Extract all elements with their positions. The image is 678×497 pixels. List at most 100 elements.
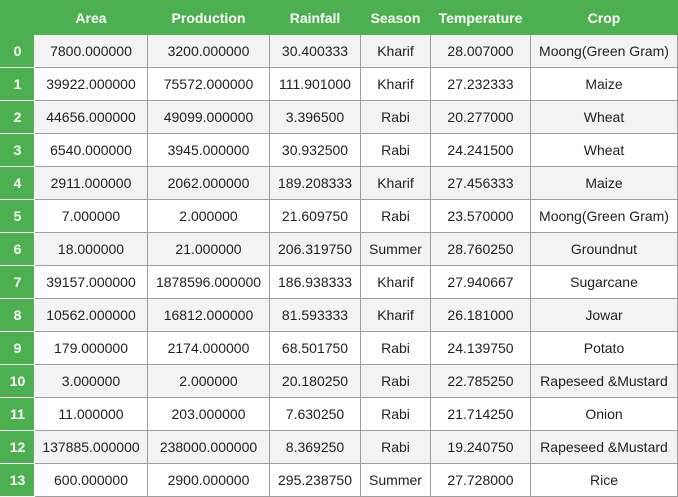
cell-crop: Rice xyxy=(530,463,678,497)
cell-area: 10562.000000 xyxy=(34,298,148,332)
cell-crop: Onion xyxy=(530,397,678,431)
cell-production: 203.000000 xyxy=(147,397,270,431)
header-area: Area xyxy=(34,0,148,35)
cell-rainfall: 30.400333 xyxy=(269,34,361,68)
header-rainfall: Rainfall xyxy=(269,0,361,35)
cell-crop: Groundnut xyxy=(530,232,678,266)
cell-production: 2174.000000 xyxy=(147,331,270,365)
cell-season: Summer xyxy=(360,463,431,497)
table-row: 9 179.000000 2174.000000 68.501750 Rabi 24.13… xyxy=(0,331,678,365)
cell-rainfall: 3.396500 xyxy=(269,100,361,134)
cell-temperature: 22.785250 xyxy=(430,364,531,398)
cell-production: 49099.000000 xyxy=(147,100,270,134)
cell-area: 179.000000 xyxy=(34,331,148,365)
table-header: Area Production Rainfall Season Temperat… xyxy=(0,0,678,35)
cell-area: 137885.000000 xyxy=(34,430,148,464)
cell-rainfall: 189.208333 xyxy=(269,166,361,200)
cell-rainfall: 68.501750 xyxy=(269,331,361,365)
row-index: 7 xyxy=(0,265,35,299)
cell-rainfall: 20.180250 xyxy=(269,364,361,398)
header-temperature: Temperature xyxy=(430,0,531,35)
cell-rainfall: 81.593333 xyxy=(269,298,361,332)
cell-area: 18.000000 xyxy=(34,232,148,266)
cell-temperature: 24.139750 xyxy=(430,331,531,365)
cell-area: 600.000000 xyxy=(34,463,148,497)
cell-season: Summer xyxy=(360,232,431,266)
table-body: 0 7800.000000 3200.000000 30.400333 Kharif 28… xyxy=(0,34,678,497)
cell-production: 75572.000000 xyxy=(147,67,270,101)
header-crop: Crop xyxy=(530,0,678,35)
cell-rainfall: 111.901000 xyxy=(269,67,361,101)
cell-crop: Wheat xyxy=(530,133,678,167)
cell-season: Rabi xyxy=(360,133,431,167)
table-row: 3 6540.000000 3945.000000 30.932500 Rabi 24.2… xyxy=(0,133,678,167)
row-index: 1 xyxy=(0,67,35,101)
cell-area: 44656.000000 xyxy=(34,100,148,134)
header-season: Season xyxy=(360,0,431,35)
cell-temperature: 21.714250 xyxy=(430,397,531,431)
cell-rainfall: 21.609750 xyxy=(269,199,361,233)
table-row: 11 11.000000 203.000000 7.630250 Rabi 21.7142… xyxy=(0,397,678,431)
cell-area: 39157.000000 xyxy=(34,265,148,299)
cell-area: 11.000000 xyxy=(34,397,148,431)
table-row: 1 39922.000000 75572.000000 111.901000 Khari… xyxy=(0,67,678,101)
cell-crop: Moong(Green Gram) xyxy=(530,34,678,68)
cell-production: 2.000000 xyxy=(147,364,270,398)
cell-production: 2.000000 xyxy=(147,199,270,233)
row-index: 11 xyxy=(0,397,35,431)
cell-temperature: 19.240750 xyxy=(430,430,531,464)
cell-crop: Rapeseed &Mustard xyxy=(530,364,678,398)
cell-temperature: 28.007000 xyxy=(430,34,531,68)
cell-crop: Sugarcane xyxy=(530,265,678,299)
table-row: 2 44656.000000 49099.000000 3.396500 Rabi 20.… xyxy=(0,100,678,134)
cell-season: Kharif xyxy=(360,265,431,299)
cell-season: Rabi xyxy=(360,397,431,431)
cell-temperature: 27.232333 xyxy=(430,67,531,101)
table-row: 8 10562.000000 16812.000000 81.593333 Kharif… xyxy=(0,298,678,332)
cell-crop: Rapeseed &Mustard xyxy=(530,430,678,464)
row-index: 6 xyxy=(0,232,35,266)
cell-crop: Jowar xyxy=(530,298,678,332)
cell-season: Kharif xyxy=(360,67,431,101)
row-index: 13 xyxy=(0,463,35,497)
cell-season: Kharif xyxy=(360,298,431,332)
table-row: 5 7.000000 2.000000 21.609750 Rabi 23.570000 M… xyxy=(0,199,678,233)
header-row: Area Production Rainfall Season Temperat… xyxy=(0,0,678,35)
row-index: 9 xyxy=(0,331,35,365)
row-index: 8 xyxy=(0,298,35,332)
table-row: 4 2911.000000 2062.000000 189.208333 Kharif 2… xyxy=(0,166,678,200)
cell-season: Rabi xyxy=(360,199,431,233)
table-row: 13 600.000000 2900.000000 295.238750 Summer 2… xyxy=(0,463,678,497)
cell-rainfall: 8.369250 xyxy=(269,430,361,464)
cell-production: 3200.000000 xyxy=(147,34,270,68)
cell-production: 1878596.000000 xyxy=(147,265,270,299)
cell-season: Rabi xyxy=(360,331,431,365)
row-index: 10 xyxy=(0,364,35,398)
cell-rainfall: 30.932500 xyxy=(269,133,361,167)
cell-temperature: 27.728000 xyxy=(430,463,531,497)
cell-area: 7800.000000 xyxy=(34,34,148,68)
table-row: 10 3.000000 2.000000 20.180250 Rabi 22.785250… xyxy=(0,364,678,398)
cell-area: 2911.000000 xyxy=(34,166,148,200)
cell-production: 238000.000000 xyxy=(147,430,270,464)
row-index: 12 xyxy=(0,430,35,464)
cell-production: 2062.000000 xyxy=(147,166,270,200)
cell-production: 16812.000000 xyxy=(147,298,270,332)
row-index: 4 xyxy=(0,166,35,200)
cell-production: 2900.000000 xyxy=(147,463,270,497)
cell-rainfall: 206.319750 xyxy=(269,232,361,266)
table-row: 12 137885.000000 238000.000000 8.369250 Rabi… xyxy=(0,430,678,464)
cell-season: Rabi xyxy=(360,364,431,398)
cell-season: Kharif xyxy=(360,166,431,200)
cell-temperature: 20.277000 xyxy=(430,100,531,134)
header-production: Production xyxy=(147,0,270,35)
table-row: 0 7800.000000 3200.000000 30.400333 Kharif 28… xyxy=(0,34,678,68)
cell-temperature: 24.241500 xyxy=(430,133,531,167)
cell-season: Kharif xyxy=(360,34,431,68)
row-index: 3 xyxy=(0,133,35,167)
header-index xyxy=(0,0,35,35)
cell-temperature: 26.181000 xyxy=(430,298,531,332)
cell-rainfall: 295.238750 xyxy=(269,463,361,497)
cell-temperature: 27.456333 xyxy=(430,166,531,200)
